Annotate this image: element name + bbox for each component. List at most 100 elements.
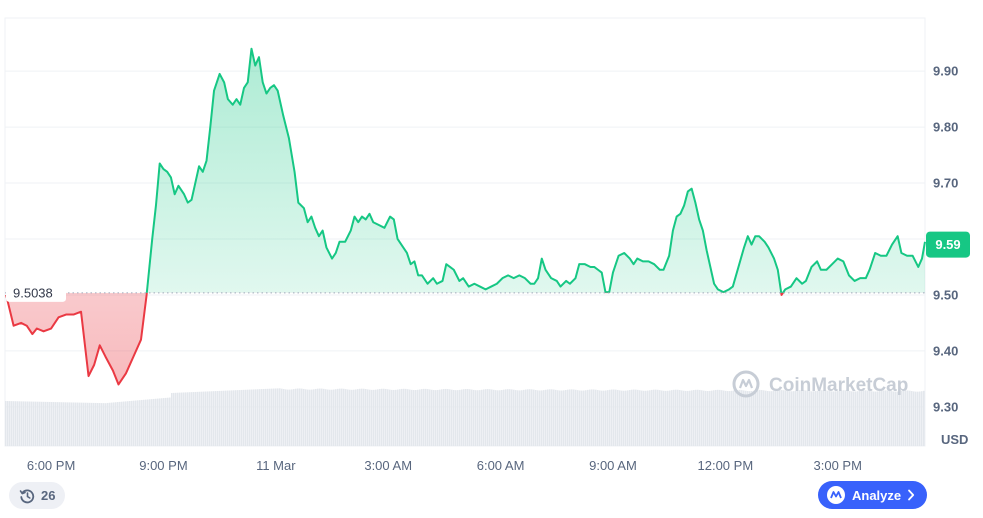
volume-bar <box>837 390 839 446</box>
volume-bar <box>585 390 587 446</box>
volume-bar <box>295 388 297 446</box>
chevron-right-icon <box>908 489 915 501</box>
volume-bar <box>635 389 637 446</box>
volume-bar <box>199 391 201 446</box>
volume-bar <box>461 389 463 446</box>
reference-price-label: 9.5038 <box>6 282 66 302</box>
volume-bar <box>887 390 889 446</box>
history-clock-icon <box>19 489 35 503</box>
volume-bar <box>151 399 153 446</box>
volume-bar <box>693 390 695 446</box>
volume-bar <box>123 401 125 446</box>
volume-bar <box>649 390 651 446</box>
volume-bar <box>27 401 29 446</box>
volume-bar <box>101 403 103 446</box>
volume-bar <box>507 389 509 446</box>
volume-bar <box>261 389 263 446</box>
volume-bar <box>139 400 141 446</box>
reference-price-text: 9.5038 <box>13 285 53 300</box>
volume-bar <box>485 389 487 446</box>
volume-bar <box>439 389 441 446</box>
volume-bar <box>487 389 489 446</box>
volume-bar <box>687 390 689 446</box>
volume-bar <box>871 391 873 446</box>
volume-bar <box>45 401 47 446</box>
y-tick-label: 9.70 <box>933 176 958 191</box>
volume-bar <box>921 391 923 446</box>
volume-bar <box>515 390 517 446</box>
coinmarketcap-logo-icon <box>827 486 845 504</box>
volume-bar <box>183 392 185 446</box>
volume-bar <box>917 391 919 446</box>
volume-bar <box>95 402 97 446</box>
volume-bar <box>35 401 37 446</box>
volume-bar <box>301 388 303 446</box>
volume-bar <box>197 391 199 446</box>
volume-bar <box>213 391 215 446</box>
volume-bar <box>419 389 421 446</box>
volume-bar <box>83 402 85 446</box>
volume-bar <box>389 389 391 446</box>
volume-bar <box>745 390 747 446</box>
volume-bar <box>407 389 409 446</box>
volume-bar <box>747 391 749 446</box>
volume-bar <box>385 388 387 446</box>
volume-bar <box>849 390 851 446</box>
current-price-badge: 9.59 <box>926 231 970 258</box>
volume-bar <box>847 390 849 446</box>
volume-bar <box>71 402 73 446</box>
volume-bar <box>207 391 209 446</box>
volume-bar <box>149 399 151 446</box>
volume-bar <box>235 390 237 446</box>
volume-bar <box>749 391 751 446</box>
volume-bar <box>647 390 649 446</box>
volume-bar <box>919 391 921 446</box>
volume-bar <box>299 388 301 446</box>
analyze-button[interactable]: Analyze <box>818 481 928 509</box>
volume-bar <box>97 403 99 446</box>
volume-bar <box>131 400 133 446</box>
volume-bar <box>475 390 477 446</box>
volume-bar <box>761 390 763 446</box>
volume-bar <box>395 389 397 446</box>
volume-bar <box>255 389 257 446</box>
volume-bar <box>11 401 13 446</box>
volume-bar <box>165 397 167 446</box>
history-count: 26 <box>41 488 56 503</box>
volume-bar <box>49 401 51 446</box>
volume-bar <box>909 390 911 446</box>
volume-bar <box>271 388 273 446</box>
volume-bar <box>399 389 401 446</box>
volume-bar <box>819 390 821 446</box>
volume-bar <box>755 390 757 446</box>
price-line <box>5 47 926 386</box>
volume-bar <box>481 389 483 446</box>
volume-bar <box>521 390 523 446</box>
volume-bar <box>251 389 253 446</box>
volume-bar <box>373 389 375 446</box>
volume-bar <box>405 388 407 446</box>
volume-bar <box>19 401 21 446</box>
volume-bar <box>735 390 737 446</box>
volume-bar <box>899 391 901 446</box>
volume-bar <box>561 390 563 446</box>
volume-bar <box>597 390 599 446</box>
volume-bar <box>451 389 453 446</box>
volume-bar <box>675 389 677 446</box>
y-tick-label: 9.80 <box>933 120 958 135</box>
history-button[interactable]: 26 <box>9 482 66 509</box>
volume-bar <box>401 388 403 446</box>
x-axis: 6:00 PM 9:00 PM 11 Mar 3:00 AM 6:00 AM 9:00 A… <box>27 458 862 473</box>
volume-bar <box>673 389 675 446</box>
volume-bar <box>231 390 233 446</box>
volume-bar <box>209 391 211 446</box>
volume-bar <box>297 388 299 446</box>
volume-bar <box>107 402 109 446</box>
coinmarketcap-watermark-icon <box>732 370 760 398</box>
volume-bar <box>339 388 341 446</box>
volume-bar <box>901 390 903 446</box>
x-tick-label: 12:00 PM <box>698 458 754 473</box>
volume-bar <box>685 390 687 446</box>
volume-bar <box>175 392 177 446</box>
